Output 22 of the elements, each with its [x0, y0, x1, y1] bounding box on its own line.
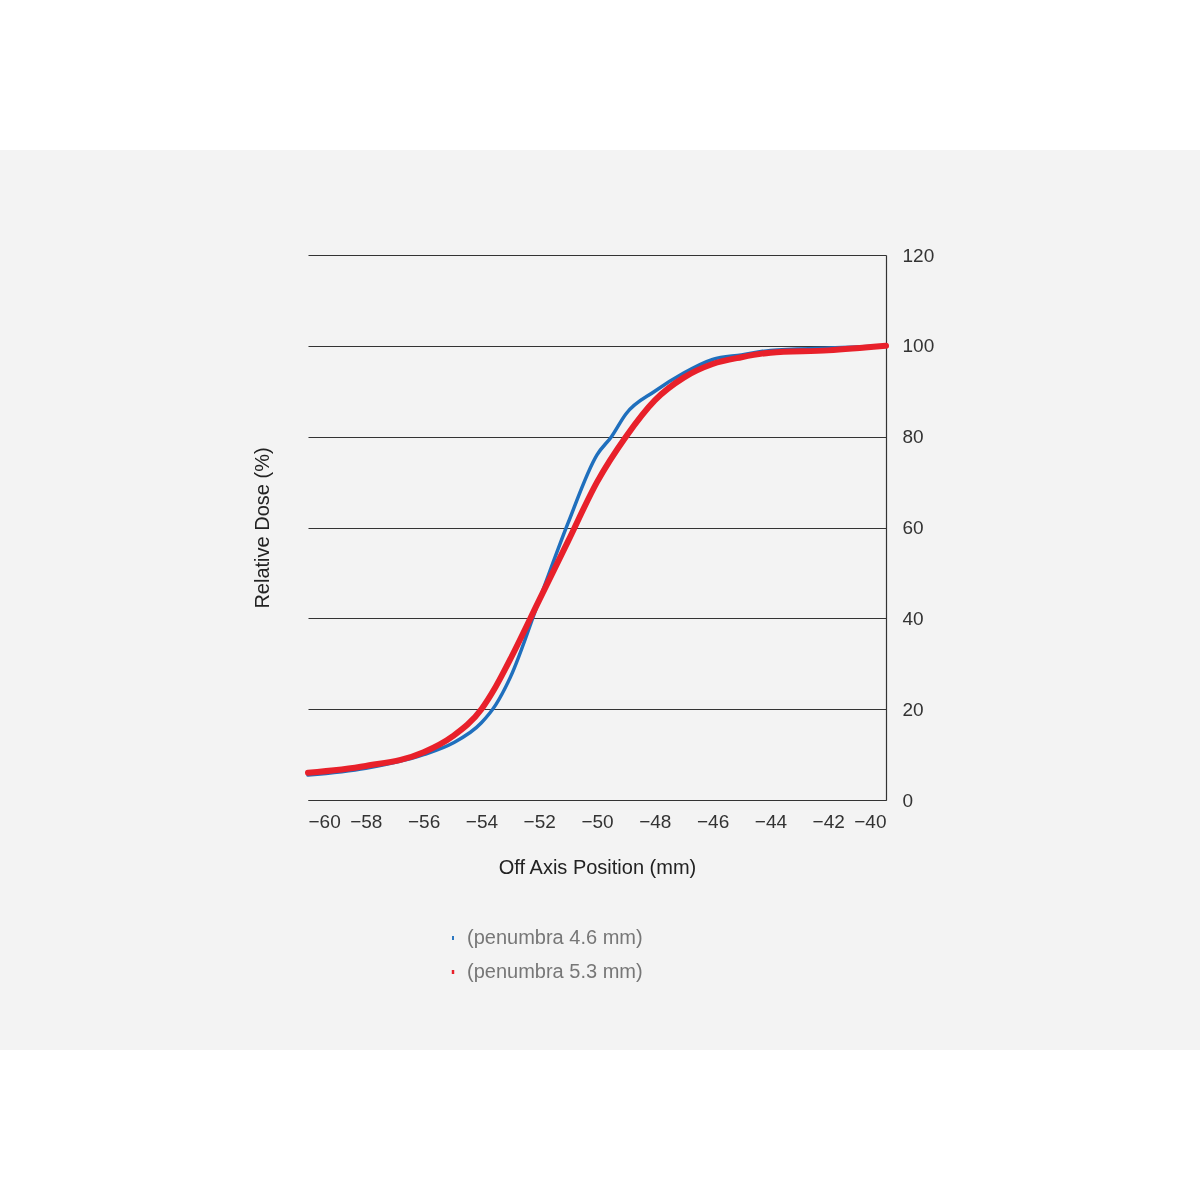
y-tick-label: 120 — [902, 244, 935, 266]
x-tick-label: −58 — [350, 810, 383, 832]
x-tick-label: −50 — [581, 810, 614, 832]
y-tick-label: 0 — [902, 789, 914, 811]
y-tick-label: 40 — [902, 607, 924, 629]
x-tick-label: −42 — [812, 810, 845, 832]
x-tick-label: −54 — [465, 810, 499, 832]
x-axis-title: Off Axis Position (mm) — [498, 855, 697, 878]
x-tick-label: −40 — [854, 810, 887, 832]
x-tick-label: −56 — [407, 810, 441, 832]
x-tick-label: −48 — [639, 810, 672, 832]
x-tick-label: −60 — [308, 810, 341, 832]
x-tick-label: −52 — [523, 810, 556, 832]
y-axis-title: Relative Dose (%) — [250, 447, 273, 609]
x-tick-label: −46 — [696, 810, 730, 832]
legend-label: (penumbra 4.6 mm) — [467, 926, 643, 948]
y-tick-label: 80 — [902, 426, 924, 448]
x-tick-label: −44 — [754, 810, 788, 832]
legend-label: (penumbra 5.3 mm) — [467, 960, 643, 982]
y-tick-label: 60 — [902, 517, 924, 538]
y-tick-label: 20 — [902, 698, 924, 720]
y-tick-label: 100 — [902, 335, 935, 357]
